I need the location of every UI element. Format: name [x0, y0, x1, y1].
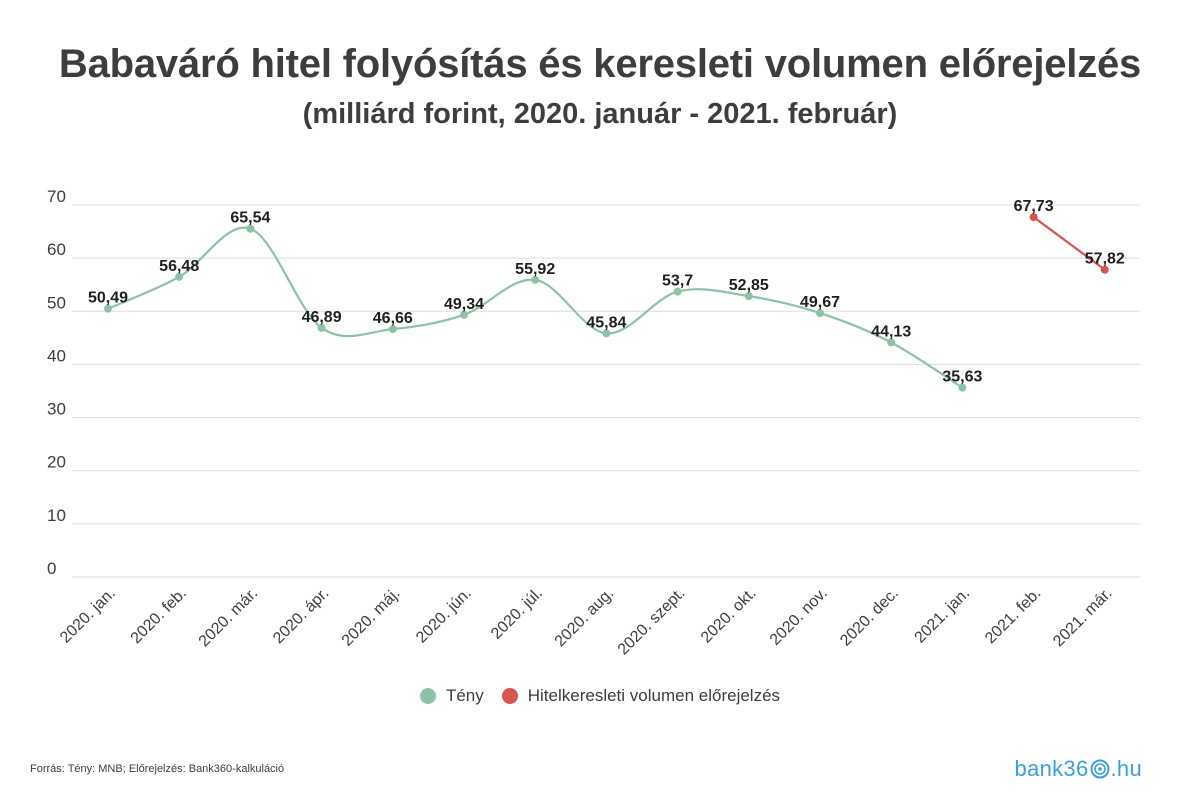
- y-tick-label: 60: [47, 240, 66, 259]
- y-axis-ticks: 0 10 20 30 40 50 60 70: [47, 187, 66, 578]
- x-tick-label: 2020. jan.: [57, 585, 119, 647]
- data-point: [673, 287, 682, 296]
- legend-swatch-actual: [419, 688, 436, 704]
- gridlines: [72, 204, 1140, 578]
- data-label: 49,67: [800, 294, 840, 311]
- y-tick-label: 70: [47, 187, 66, 206]
- source-note: Forrás: Tény: MNB; Előrejelzés: Bank360-…: [30, 763, 285, 775]
- x-tick-label: 2020. máj.: [339, 585, 404, 650]
- data-label: 53,7: [662, 273, 693, 290]
- data-point: [1029, 213, 1038, 222]
- data-label: 56,48: [159, 258, 199, 275]
- x-tick-label: 2020. júl.: [488, 585, 546, 643]
- legend-item-actual[interactable]: Tény: [419, 686, 484, 706]
- data-label: 35,63: [942, 369, 982, 386]
- x-tick-label: 2020. okt.: [698, 585, 760, 647]
- y-tick-label: 40: [47, 346, 66, 365]
- x-tick-label: 2020. nov.: [767, 585, 831, 649]
- data-label: 57,82: [1085, 251, 1125, 268]
- data-label: 45,84: [586, 314, 626, 331]
- data-label: 50,49: [88, 290, 128, 307]
- data-point: [460, 310, 468, 319]
- x-tick-label: 2020. már.: [196, 585, 261, 650]
- x-tick-label: 2020. aug.: [552, 585, 617, 650]
- x-axis-ticks: 2020. jan. 2020. feb. 2020. már. 2020. ápr.…: [57, 585, 1116, 659]
- data-point: [246, 224, 255, 233]
- y-tick-label: 50: [47, 293, 66, 312]
- x-tick-label: 2021. jan.: [912, 585, 974, 647]
- series-line-1: [1032, 216, 1106, 271]
- legend-label-actual: Tény: [445, 686, 484, 705]
- logo-text-left: bank36: [1014, 756, 1089, 781]
- legend-item-forecast[interactable]: Hitelkeresleti volumen előrejelzés: [501, 686, 781, 706]
- x-tick-label: 2020. jún.: [413, 585, 475, 647]
- y-tick-label: 0: [47, 559, 56, 578]
- data-label: 49,34: [444, 296, 484, 313]
- data-point: [317, 323, 326, 332]
- chart-subtitle: (milliárd forint, 2020. január - 2021. f…: [302, 98, 898, 130]
- data-point: [104, 304, 112, 313]
- data-label: 55,92: [515, 261, 555, 278]
- legend-swatch-forecast: [501, 688, 518, 704]
- x-tick-label: 2020. feb.: [128, 585, 190, 647]
- y-tick-label: 30: [47, 400, 66, 419]
- y-tick-label: 20: [47, 453, 66, 472]
- legend-label-forecast: Hitelkeresleti volumen előrejelzés: [527, 686, 781, 705]
- data-point: [887, 338, 896, 347]
- data-point: [744, 292, 753, 301]
- data-point: [175, 272, 184, 281]
- data-label: 46,89: [302, 309, 342, 326]
- logo-zero-icon: [1090, 759, 1110, 779]
- data-label: 67,73: [1014, 198, 1054, 215]
- data-labels: 50,49 56,48 65,54 46,89 46,66 49,34 55,92 45,84…: [88, 198, 1125, 386]
- data-label: 52,85: [729, 277, 769, 294]
- chart-title: Babaváró hitel folyósítás és keresleti v…: [58, 42, 1142, 86]
- data-point: [816, 309, 824, 318]
- series-lines: [107, 216, 1106, 389]
- logo-text-right: .hu: [1110, 756, 1142, 781]
- x-tick-label: 2020. szept.: [615, 585, 689, 659]
- data-label: 46,66: [373, 310, 413, 327]
- data-label: 44,13: [871, 323, 911, 340]
- bank360-logo[interactable]: bank36 .hu: [1015, 756, 1142, 782]
- x-tick-label: 2020. dec.: [837, 585, 902, 650]
- x-tick-label: 2021. feb.: [982, 585, 1044, 647]
- legend: Tény Hitelkeresleti volumen előrejelzés: [0, 686, 1200, 706]
- data-point: [388, 325, 397, 334]
- series-points: [104, 213, 1109, 392]
- data-point: [1100, 265, 1109, 274]
- x-tick-label: 2020. ápr.: [270, 585, 332, 647]
- y-tick-label: 10: [47, 506, 66, 525]
- data-point: [531, 275, 540, 284]
- data-point: [958, 383, 967, 392]
- data-label: 65,54: [230, 210, 270, 227]
- data-point: [602, 329, 611, 338]
- x-tick-label: 2021. már.: [1050, 585, 1115, 650]
